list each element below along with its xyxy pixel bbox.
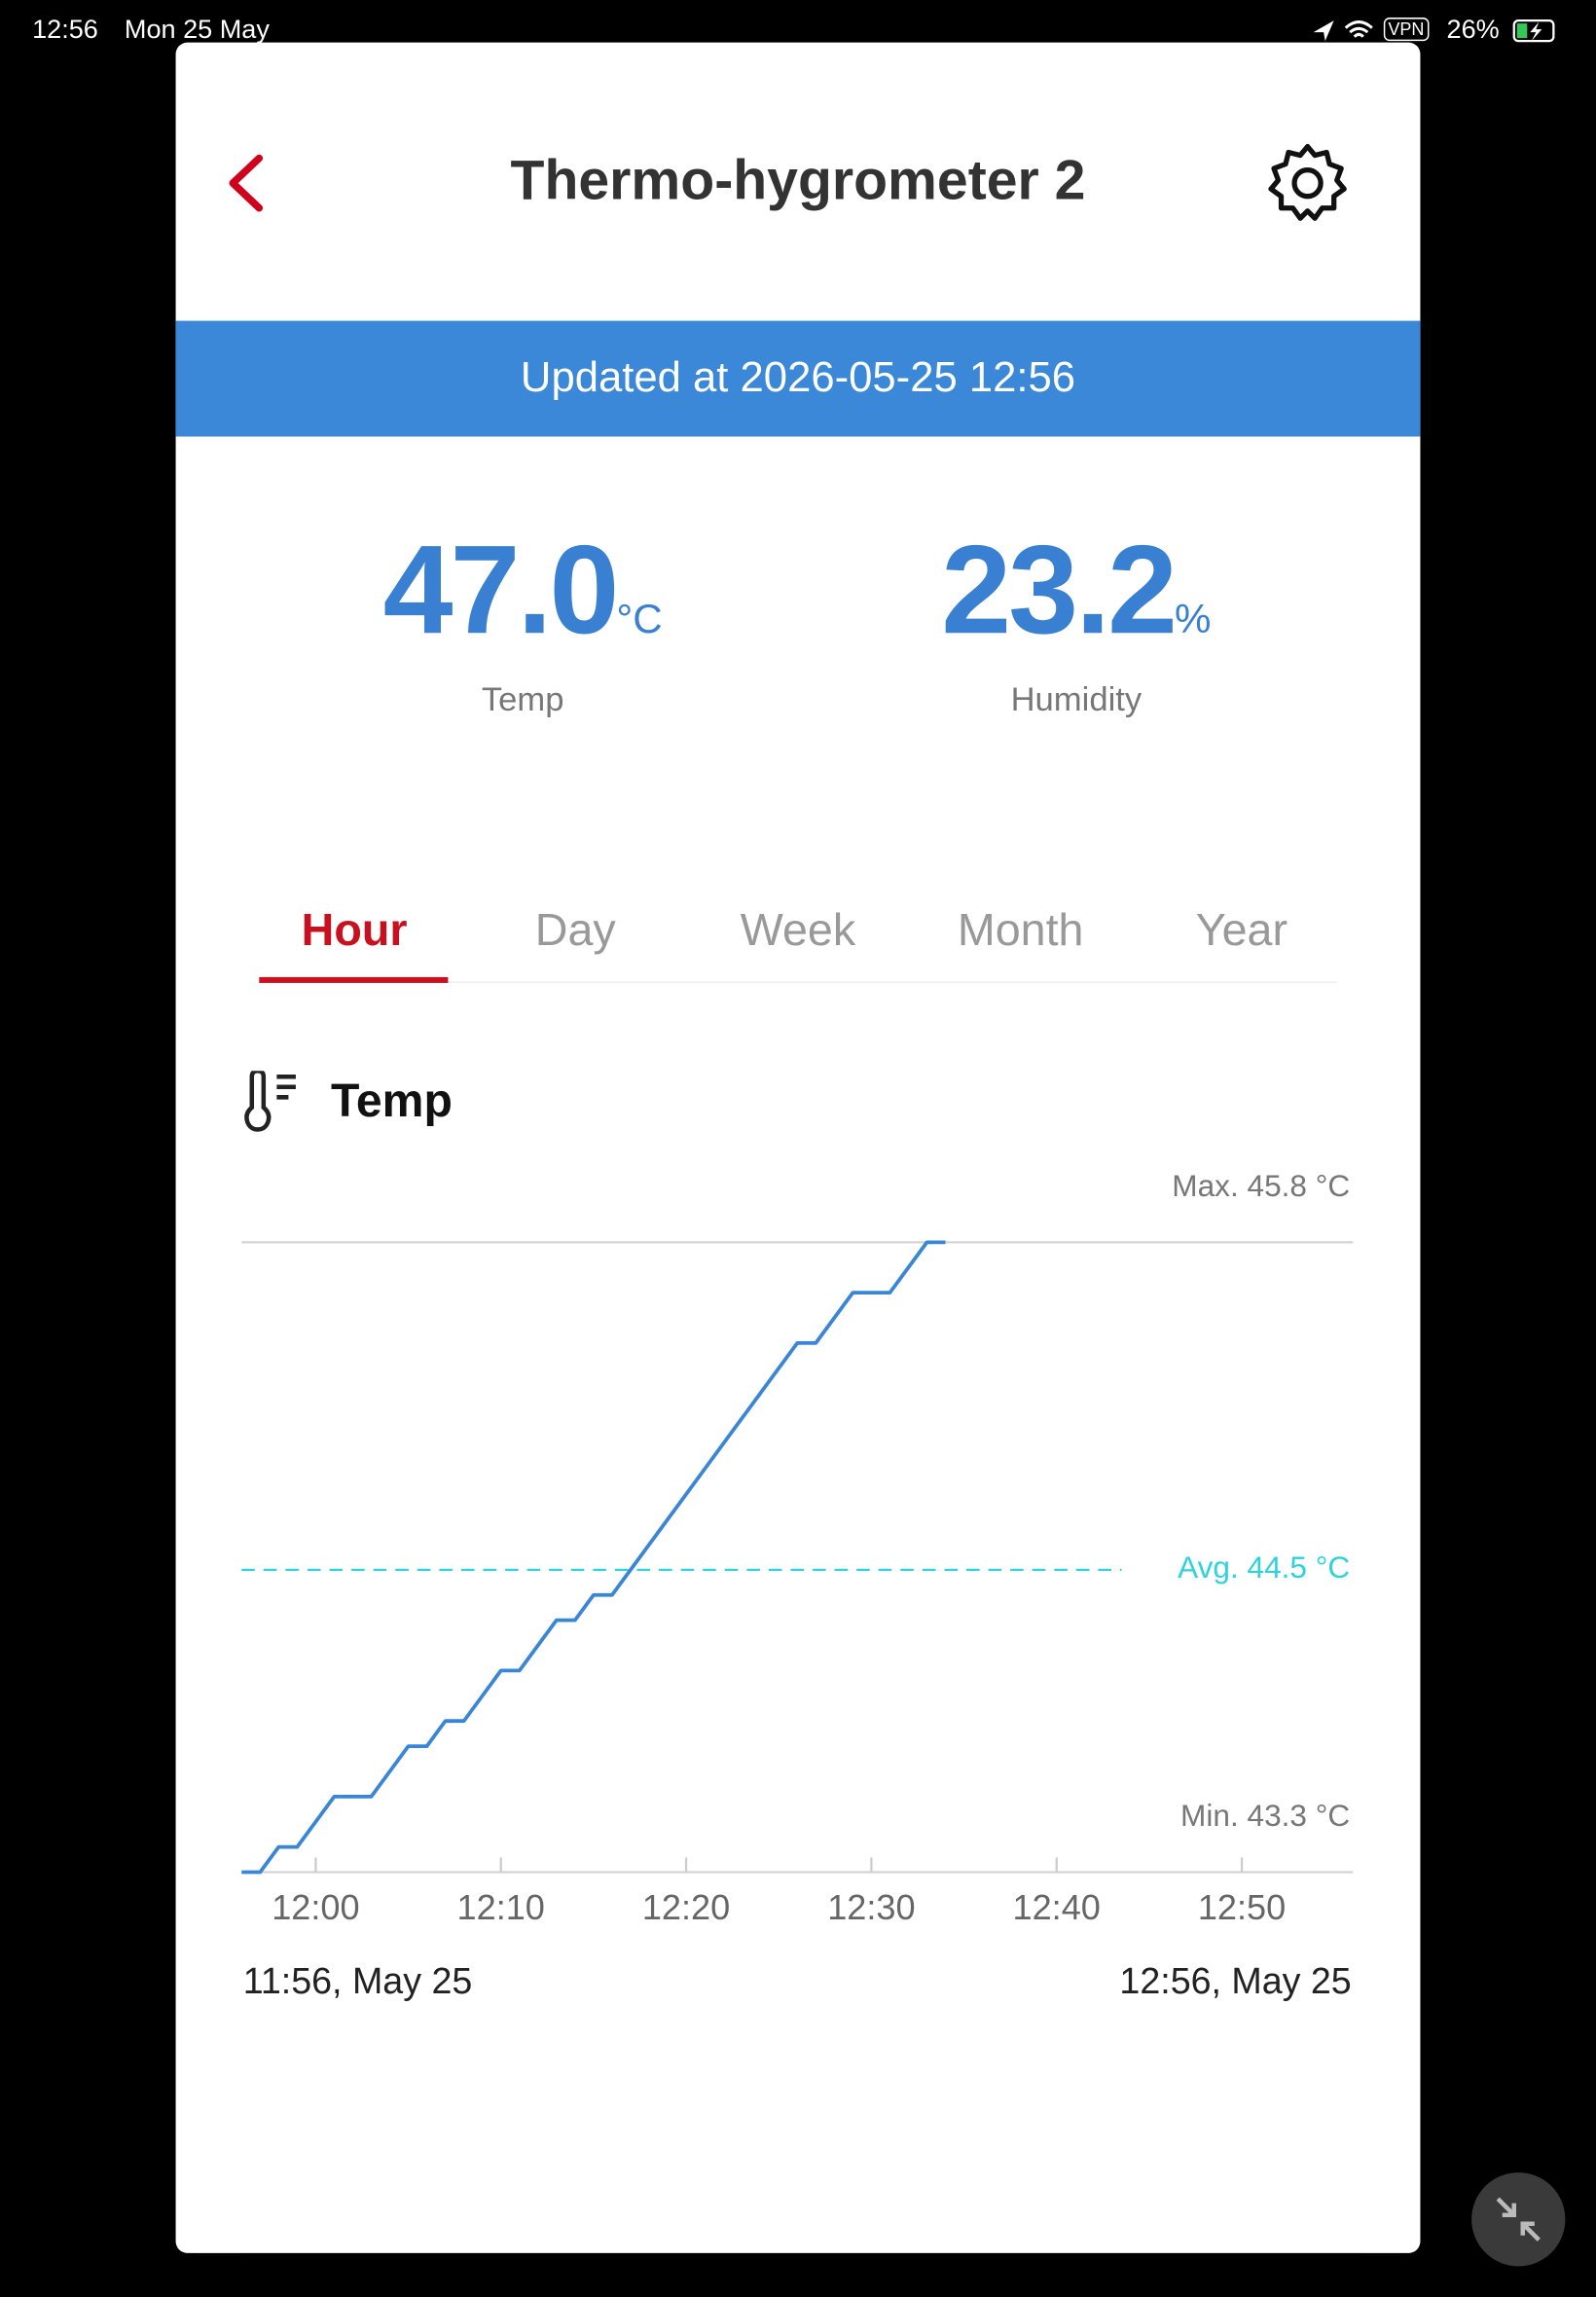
banner-text: Updated at 2026-05-25 12:56 <box>520 354 1076 402</box>
avg-label: Avg. 44.5 °C <box>1178 1550 1350 1585</box>
reading-label: Humidity <box>1010 679 1143 718</box>
x-tick-label: 12:00 <box>272 1887 359 1927</box>
min-label: Min. 43.3 °C <box>1180 1798 1350 1833</box>
reading-value: 47.0 <box>382 520 620 661</box>
temp-reading: 47.0°C <box>317 519 727 664</box>
minimize-icon <box>1496 2197 1541 2242</box>
minimize-button[interactable] <box>1471 2172 1566 2267</box>
x-tick-label: 12:30 <box>827 1887 915 1927</box>
reading-value: 23.2 <box>941 520 1178 661</box>
humidity-reading: 23.2% <box>871 519 1281 664</box>
x-tick-label: 12:40 <box>1013 1887 1101 1927</box>
status-time: 12:56 <box>32 15 98 45</box>
reading-unit: % <box>1175 596 1212 642</box>
tab[interactable]: Month <box>957 903 1084 956</box>
tab[interactable]: Day <box>534 903 616 956</box>
section-title: Temp <box>331 1074 453 1127</box>
card: Thermo-hygrometer 2 Updated at 2026-05-2… <box>175 42 1421 2253</box>
tab[interactable]: Week <box>740 903 856 956</box>
x-tick-label: 12:10 <box>457 1887 545 1927</box>
battery-percent: 26% <box>1446 15 1500 45</box>
tab[interactable]: Year <box>1195 903 1288 956</box>
temp-icon <box>244 1071 296 1132</box>
status-date: Mon 25 May <box>124 15 270 45</box>
range-start: 11:56, May 25 <box>243 1960 473 2001</box>
x-tick-label: 12:20 <box>642 1887 730 1927</box>
status-icons <box>1313 18 1555 43</box>
page-title: Thermo-hygrometer 2 <box>510 151 1086 213</box>
range-end: 12:56, May 25 <box>1119 1960 1351 2001</box>
x-tick-label: 12:50 <box>1198 1887 1286 1927</box>
temp-line <box>241 1240 946 1875</box>
vpn-badge: VPN <box>1383 18 1430 42</box>
tab[interactable]: Hour <box>301 903 408 956</box>
tab-underline <box>259 976 449 983</box>
back-button[interactable] <box>220 153 278 217</box>
reading-unit: °C <box>616 596 663 642</box>
tab-divider <box>259 981 1337 983</box>
settings-button[interactable] <box>1266 142 1348 224</box>
max-label: Max. 45.8 °C <box>1172 1168 1350 1203</box>
update-banner <box>175 320 1421 437</box>
reading-label: Temp <box>481 679 564 718</box>
